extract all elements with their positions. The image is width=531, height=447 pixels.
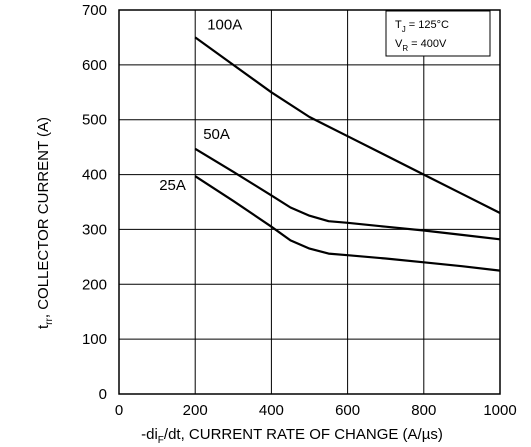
- series-line-100A: [194, 36, 501, 214]
- x-tick-label: 200: [183, 402, 208, 419]
- series-label-25A: 25A: [159, 177, 186, 194]
- condition-vr: VR = 400V: [395, 38, 447, 53]
- x-tick-label: 400: [259, 402, 284, 419]
- y-tick-labels: 0 100 200 300 400 500 600 700: [82, 2, 107, 403]
- grid-lines: [119, 10, 500, 394]
- series-line-25A: [194, 175, 501, 272]
- series-lines: [194, 36, 501, 272]
- y-tick-label: 300: [82, 221, 107, 238]
- series-labels: 100A 50A 25A: [159, 16, 242, 194]
- series-label-50A: 50A: [203, 126, 230, 143]
- x-tick-label: 600: [335, 402, 360, 419]
- y-tick-label: 600: [82, 57, 107, 74]
- y-tick-label: 400: [82, 167, 107, 184]
- y-axis-title: trr, COLLECTOR CURRENT (A): [35, 117, 55, 329]
- x-tick-label: 800: [411, 402, 436, 419]
- condition-tj: TJ = 125°C: [395, 19, 449, 34]
- series-line-50A: [194, 147, 501, 241]
- x-tick-label: 1000: [483, 402, 516, 419]
- series-label-100A: 100A: [207, 16, 242, 33]
- conditions-legend: TJ = 125°C VR = 400V: [385, 10, 491, 57]
- y-tick-label: 0: [99, 386, 107, 403]
- x-tick-labels: 0 200 400 600 800 1000: [115, 402, 517, 419]
- x-axis-title: -diF/dt, CURRENT RATE OF CHANGE (A/µs): [141, 426, 443, 446]
- plot-frame: [118, 9, 501, 395]
- y-tick-label: 200: [82, 276, 107, 293]
- x-tick-label: 0: [115, 402, 123, 419]
- y-tick-label: 100: [82, 331, 107, 348]
- y-tick-label: 500: [82, 112, 107, 129]
- conditions-box: [385, 10, 491, 57]
- y-tick-label: 700: [82, 2, 107, 19]
